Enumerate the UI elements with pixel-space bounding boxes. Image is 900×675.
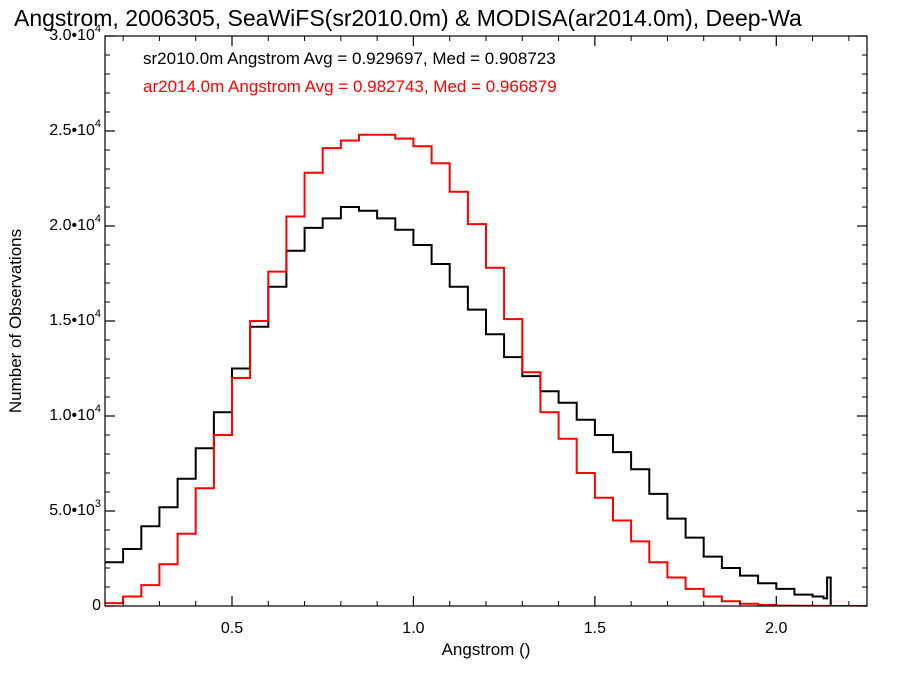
y-tick-label: 2.5•104 [49,118,101,139]
x-tick-label: 1.0 [402,620,424,637]
y-tick-label: 3.0•104 [49,23,101,44]
series-line-sr2010 [105,206,867,606]
legend-entry-ar2014: ar2014.0m Angstrom Avg = 0.982743, Med =… [143,77,557,96]
chart-title: Angstrom, 2006305, SeaWiFS(sr2010.0m) & … [14,5,802,31]
y-tick-label: 5.0•103 [49,498,101,519]
y-tick-label: 1.5•104 [49,308,101,329]
x-tick-label: 1.5 [584,620,606,637]
y-tick-label: 2.0•104 [49,213,101,234]
y-axis-label: Number of Observations [6,229,25,413]
x-axis: 0.5 1.0 1.5 2.0 [122,36,850,637]
y-tick-label: 0 [92,597,101,614]
legend-entry-sr2010: sr2010.0m Angstrom Avg = 0.929697, Med =… [143,49,556,68]
series-layer [105,133,867,606]
x-axis-label: Angstrom () [442,640,531,659]
x-tick-label: 2.0 [765,620,787,637]
x-tick-label: 0.5 [221,620,243,637]
series-line-ar2014 [105,133,867,606]
y-axis: 0 5.0•103 1.0•104 1.5•104 2.0•104 2.5•104 3.0•… [49,23,867,614]
y-tick-label: 1.0•104 [49,403,101,424]
